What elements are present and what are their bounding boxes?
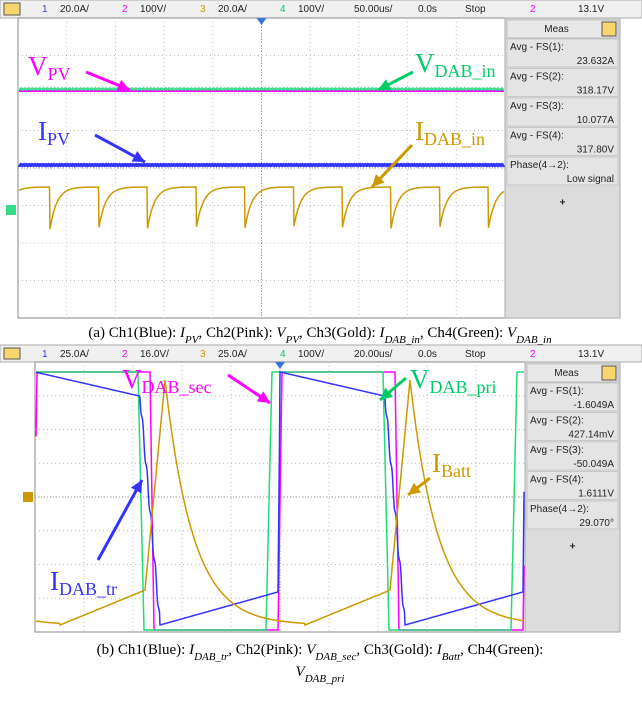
meas-label: Avg - FS(2):: [510, 72, 564, 83]
toolbar-item: 4: [280, 349, 286, 360]
toolbar-item: 25.0A/: [60, 349, 89, 360]
menu-button[interactable]: [4, 348, 20, 359]
toolbar-item: 20.0A/: [60, 4, 89, 15]
annotation-sub: DAB_sec: [142, 377, 212, 397]
caption-run: DAB_tr: [193, 651, 229, 663]
toolbar-item: 16.0V/: [140, 349, 169, 360]
caption-run: , Ch4(Green):: [460, 642, 543, 658]
meas-label: Avg - FS(4):: [530, 475, 584, 486]
meas-title: Meas: [544, 24, 568, 35]
meas-label: Avg - FS(3):: [510, 101, 564, 112]
caption: VDAB_pri: [296, 664, 345, 685]
toolbar-item: 100V/: [140, 4, 166, 15]
toolbar-item: 100V/: [298, 349, 324, 360]
toolbar-item: 25.0A/: [218, 349, 247, 360]
meas-label: Avg - FS(4):: [510, 131, 564, 142]
meas-value: 23.632A: [577, 56, 615, 67]
caption-run: Batt: [442, 651, 461, 663]
annotation-sub: DAB_in: [435, 61, 496, 81]
meas-add[interactable]: +: [560, 198, 566, 209]
toolbar-item: 20.0A/: [218, 4, 247, 15]
meas-value: Low signal: [567, 174, 614, 185]
toolbar-item: 3: [200, 349, 206, 360]
caption-run: DAB_in: [515, 334, 552, 346]
toolbar-item: 2: [530, 349, 536, 360]
toolbar-item: 20.00us/: [354, 349, 393, 360]
meas-value: 317.80V: [577, 145, 615, 156]
caption-run: , Ch3(Gold):: [356, 642, 436, 658]
meas-menu[interactable]: [602, 366, 616, 380]
toolbar-item: 100V/: [298, 4, 324, 15]
meas-add[interactable]: +: [570, 542, 576, 553]
meas-label: Phase(4→2):: [530, 504, 589, 515]
meas-label: Avg - FS(1):: [530, 386, 584, 397]
caption-run: DAB_in: [383, 334, 420, 346]
channel-marker: [6, 205, 16, 215]
annotation-sub: PV: [47, 129, 70, 149]
annotation-main: I: [415, 116, 424, 146]
channel-marker: [23, 492, 33, 502]
toolbar-item: 4: [280, 4, 286, 15]
annotation-main: I: [38, 116, 47, 146]
caption-run: PV: [285, 334, 301, 346]
meas-label: Avg - FS(2):: [530, 416, 584, 427]
toolbar-item: 0.0s: [418, 4, 437, 15]
toolbar-item: Stop: [465, 349, 486, 360]
toolbar-item: 13.1V: [578, 349, 604, 360]
meas-label: Phase(4→2):: [510, 160, 569, 171]
meas-value: 1.6111V: [578, 489, 614, 500]
toolbar-item: 50.00us/: [354, 4, 393, 15]
meas-label: Avg - FS(1):: [510, 42, 564, 53]
caption-run: , Ch3(Gold):: [299, 325, 379, 341]
annotation-sub: Batt: [441, 461, 471, 481]
annotation-main: I: [432, 448, 441, 478]
caption-run: (b) Ch1(Blue):: [97, 642, 189, 658]
toolbar-item: 13.1V: [578, 4, 604, 15]
annotation-main: V: [415, 48, 435, 78]
annotation-sub: DAB_tr: [59, 579, 117, 599]
caption-run: (a) Ch1(Blue):: [88, 325, 180, 341]
annotation-sub: DAB_in: [424, 129, 485, 149]
caption-run: PV: [184, 334, 200, 346]
annotation-main: I: [50, 566, 59, 596]
meas-value: -1.6049A: [573, 400, 614, 411]
toolbar-item: Stop: [465, 4, 486, 15]
caption-run: , Ch2(Pink):: [198, 325, 276, 341]
caption: (b) Ch1(Blue): IDAB_tr, Ch2(Pink): VDAB_…: [97, 642, 544, 663]
annotation-sub: PV: [48, 64, 71, 84]
annotation-sub: DAB_pri: [430, 377, 497, 397]
annotation-main: V: [410, 364, 430, 394]
toolbar-item: 1: [42, 4, 48, 15]
meas-title: Meas: [554, 368, 578, 379]
figure: 1 20.0A/2 100V/3 20.0A/4 100V/50.00us/0.0s St…: [0, 0, 642, 713]
meas-value: -50.049A: [573, 459, 614, 470]
meas-value: 427.14mV: [568, 430, 614, 441]
annotation-main: V: [122, 364, 142, 394]
toolbar-item: 2: [122, 4, 128, 15]
meas-label: Avg - FS(3):: [530, 445, 584, 456]
caption: (a) Ch1(Blue): IPV, Ch2(Pink): VPV, Ch3(…: [88, 325, 552, 346]
caption-run: , Ch2(Pink):: [228, 642, 306, 658]
toolbar-item: 0.0s: [418, 349, 437, 360]
caption-run: DAB_pri: [304, 673, 345, 685]
caption-run: DAB_sec: [314, 651, 356, 663]
meas-menu[interactable]: [602, 22, 616, 36]
annotation-main: V: [28, 51, 48, 81]
toolbar-item: 2: [122, 349, 128, 360]
waveform-ch1: [19, 164, 504, 165]
caption-run: , Ch4(Green):: [420, 325, 507, 341]
meas-value: 318.17V: [577, 86, 615, 97]
meas-value: 29.070°: [579, 518, 614, 529]
toolbar-item: 2: [530, 4, 536, 15]
menu-button[interactable]: [4, 3, 20, 15]
meas-value: 10.077A: [577, 115, 615, 126]
toolbar-item: 3: [200, 4, 206, 15]
toolbar-item: 1: [42, 349, 48, 360]
